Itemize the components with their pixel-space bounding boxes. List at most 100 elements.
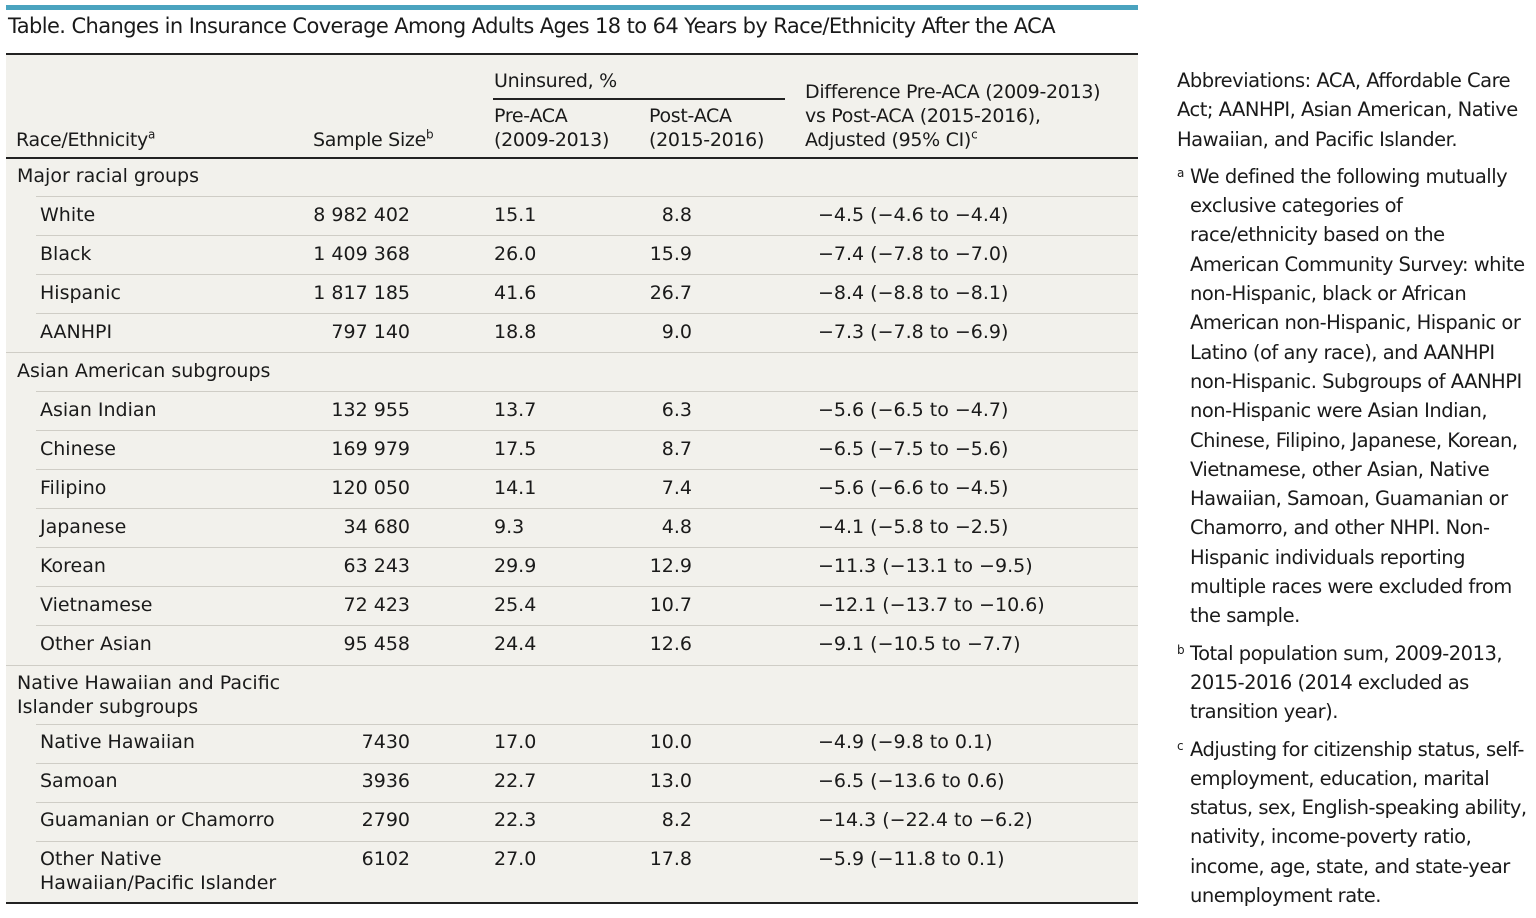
row-post-aca: 26.7 [649, 282, 692, 304]
row-name: Hispanic [40, 282, 121, 304]
row-pre-aca: 24.4 [494, 633, 537, 655]
row-sample-size: 132 955 [331, 399, 410, 421]
row-difference: −5.6 (−6.6 to −4.5) [818, 477, 1009, 499]
abbreviations-note: Abbreviations: ACA, Affordable Care Act;… [1177, 69, 1518, 151]
row-name: AANHPI [40, 321, 113, 343]
row-divider [36, 547, 1138, 548]
row-sample-size: 169 979 [331, 438, 410, 460]
table-row: Guamanian or Chamorro 2790 22.3 8.2 −14.… [6, 803, 1138, 842]
footnote-b: b Total population sum, 2009-2013, 2015-2… [1177, 641, 1503, 724]
row-divider [36, 586, 1138, 587]
group-row: Native Hawaiian and Pacific Islander subg… [6, 666, 1138, 725]
row-pre-aca: 25.4 [494, 594, 537, 616]
row-divider [36, 430, 1138, 431]
uninsured-rule [493, 98, 785, 100]
row-sample-size: 3936 [361, 770, 410, 792]
table-row: Filipino 120 050 14.1 7.4 −5.6 (−6.6 to … [6, 470, 1138, 509]
row-pre-aca: 29.9 [494, 555, 537, 577]
table-notes: Abbreviations: ACA, Affordable Care Act;… [1177, 66, 1535, 918]
footnote-a: a We defined the following mutually exclu… [1177, 164, 1525, 628]
row-post-aca: 7.4 [661, 477, 692, 499]
row-divider [36, 841, 1138, 842]
row-pre-aca: 18.8 [494, 321, 537, 343]
row-post-aca: 8.8 [661, 204, 692, 226]
row-name: Filipino [40, 477, 107, 499]
row-pre-aca: 15.1 [494, 204, 537, 226]
row-divider [36, 724, 1138, 725]
row-sample-size: 1 409 368 [313, 243, 410, 265]
row-post-aca: 12.6 [649, 633, 692, 655]
row-difference: −11.3 (−13.1 to −9.5) [818, 555, 1033, 577]
row-difference: −4.5 (−4.6 to −4.4) [818, 204, 1009, 226]
row-sample-size: 1 817 185 [313, 282, 410, 304]
group-label: Major racial groups [17, 165, 200, 187]
row-post-aca: 4.8 [661, 516, 692, 538]
row-pre-aca: 22.3 [494, 809, 537, 831]
row-name: Samoan [40, 770, 118, 792]
row-pre-aca: 41.6 [494, 282, 537, 304]
row-sample-size: 7430 [361, 731, 410, 753]
row-sample-size: 120 050 [331, 477, 410, 499]
group-label: Asian American subgroups [17, 360, 271, 382]
group-label: Native Hawaiian and Pacific Islander subg… [17, 672, 281, 718]
table-row: Native Hawaiian 7430 17.0 10.0 −4.9 (−9.… [6, 725, 1138, 764]
row-divider [36, 508, 1138, 509]
top-accent-bar [6, 5, 1138, 10]
row-divider [6, 352, 1138, 353]
row-divider [36, 763, 1138, 764]
row-difference: −4.1 (−5.8 to −2.5) [818, 516, 1009, 538]
row-pre-aca: 22.7 [494, 770, 537, 792]
row-sample-size: 72 423 [343, 594, 410, 616]
row-name: Asian Indian [40, 399, 157, 421]
header-rule [6, 157, 1138, 159]
header-pre-aca: Pre-ACA (2009-2013) [494, 105, 610, 151]
row-name: Black [40, 243, 92, 265]
row-difference: −6.5 (−7.5 to −5.6) [818, 438, 1009, 460]
row-difference: −7.4 (−7.8 to −7.0) [818, 243, 1009, 265]
row-divider [36, 625, 1138, 626]
row-sample-size: 95 458 [343, 633, 410, 655]
row-post-aca: 6.3 [661, 399, 692, 421]
row-post-aca: 10.0 [649, 731, 692, 753]
row-difference: −12.1 (−13.7 to −10.6) [818, 594, 1045, 616]
row-name: Guamanian or Chamorro [40, 809, 275, 831]
table-row: Samoan 3936 22.7 13.0 −6.5 (−13.6 to 0.6… [6, 764, 1138, 803]
row-post-aca: 17.8 [649, 848, 692, 870]
row-divider [36, 391, 1138, 392]
row-pre-aca: 27.0 [494, 848, 537, 870]
row-pre-aca: 9.3 [494, 516, 525, 538]
row-name: Korean [40, 555, 106, 577]
row-post-aca: 8.7 [661, 438, 692, 460]
row-post-aca: 15.9 [649, 243, 692, 265]
row-difference: −4.9 (−9.8 to 0.1) [818, 731, 993, 753]
table-row: Other Asian 95 458 24.4 12.6 −9.1 (−10.5… [6, 626, 1138, 666]
row-name: Chinese [40, 438, 116, 460]
row-divider [36, 196, 1138, 197]
row-divider [6, 665, 1138, 666]
row-sample-size: 2790 [361, 809, 410, 831]
table-row: Hispanic 1 817 185 41.6 26.7 −8.4 (−8.8 … [6, 275, 1138, 314]
row-pre-aca: 13.7 [494, 399, 537, 421]
table-row: Asian Indian 132 955 13.7 6.3 −5.6 (−6.5… [6, 392, 1138, 431]
row-difference: −5.9 (−11.8 to 0.1) [818, 848, 1005, 870]
row-name: Vietnamese [40, 594, 153, 616]
row-sample-size: 63 243 [343, 555, 410, 577]
row-pre-aca: 17.0 [494, 731, 537, 753]
header-difference: Difference Pre-ACA (2009-2013) vs Post-AC… [805, 81, 1101, 151]
group-row: Asian American subgroups [6, 353, 1138, 392]
table-row: Black 1 409 368 26.0 15.9 −7.4 (−7.8 to … [6, 236, 1138, 275]
row-divider [36, 274, 1138, 275]
header-sample-size: Sample Sizeb [313, 127, 434, 151]
row-post-aca: 9.0 [661, 321, 692, 343]
row-name: White [40, 204, 96, 226]
table-row: Chinese 169 979 17.5 8.7 −6.5 (−7.5 to −… [6, 431, 1138, 470]
row-difference: −6.5 (−13.6 to 0.6) [818, 770, 1005, 792]
row-difference: −5.6 (−6.5 to −4.7) [818, 399, 1009, 421]
row-post-aca: 12.9 [649, 555, 692, 577]
row-sample-size: 34 680 [343, 516, 410, 538]
header-uninsured: Uninsured, % [494, 70, 617, 92]
row-difference: −8.4 (−8.8 to −8.1) [818, 282, 1009, 304]
table-row: Other Native Hawaiian/Pacific Islander 61… [6, 842, 1138, 902]
table-row: AANHPI 797 140 18.8 9.0 −7.3 (−7.8 to −6… [6, 314, 1138, 353]
row-name: Japanese [40, 516, 127, 538]
